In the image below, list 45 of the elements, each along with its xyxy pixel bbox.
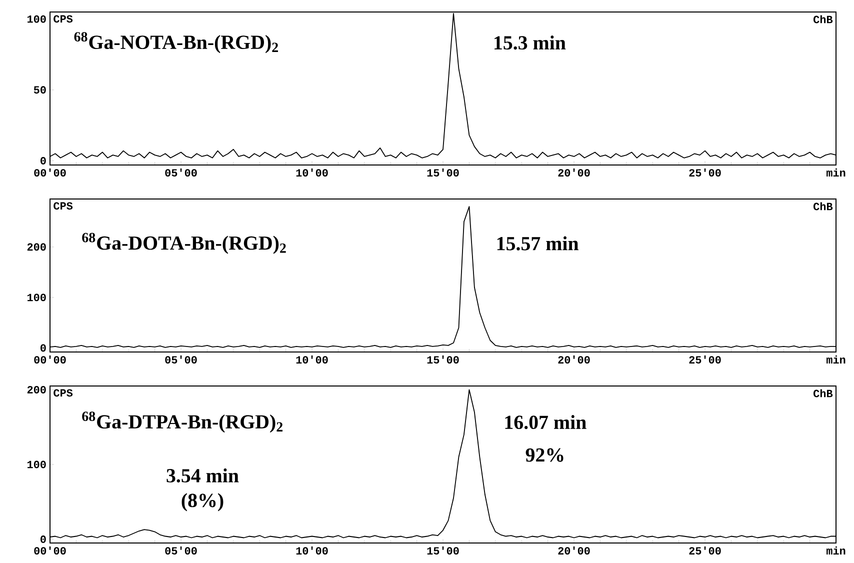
x-tick-label: 10'00: [296, 356, 328, 364]
y-tick-label: 0: [40, 536, 46, 543]
x-tick-label: 25'00: [689, 546, 721, 555]
y-axis-title: CPS: [54, 15, 73, 23]
x-tick-label: 05'00: [165, 546, 197, 555]
x-tick-label: 20'00: [558, 546, 590, 555]
annotation: 15.57 min: [497, 236, 579, 250]
x-tick-label: 25'00: [689, 168, 721, 177]
x-tick-label: 05'00: [165, 168, 197, 177]
annotation: ChB: [814, 15, 833, 24]
y-tick-label: 200: [27, 243, 46, 251]
x-tick-label: 00'00: [34, 546, 66, 555]
x-tick-label: 20'00: [558, 168, 590, 177]
y-axis-title: CPS: [54, 202, 73, 210]
annotation: ChB: [814, 202, 833, 210]
annotation: 3.54 min: [166, 468, 239, 483]
x-tick-label: 00'00: [34, 356, 66, 364]
x-tick-label: 15'00: [427, 168, 459, 177]
y-tick-label: 100: [27, 460, 46, 468]
x-tick-label: 10'00: [296, 168, 328, 177]
annotation: (8%): [182, 493, 224, 512]
x-tick-label: 25'00: [689, 356, 721, 364]
annotation: $^{68}$Ga-NOTA-Bn-(RGD)$_{2}$: [74, 32, 278, 54]
y-tick-label: 100: [27, 294, 46, 302]
x-tick-label: min: [826, 168, 846, 176]
y-tick-label: 200: [27, 386, 46, 394]
y-tick-label: 0: [40, 157, 46, 164]
x-tick-label: 15'00: [427, 546, 459, 555]
x-tick-label: min: [826, 356, 846, 364]
annotation: $^{68}$Ga-DOTA-Bn-(RGD)$_{2}$: [82, 232, 286, 254]
annotation: 16.07 min: [505, 415, 586, 430]
y-axis-title: CPS: [54, 389, 73, 397]
annotation: ChB: [814, 389, 833, 398]
annotation: 15.3 min: [494, 36, 566, 50]
x-tick-label: 15'00: [427, 356, 459, 364]
x-tick-label: 10'00: [296, 546, 328, 555]
annotation: $^{68}$Ga-DTPA-Bn-(RGD)$_{2}$: [82, 412, 283, 433]
x-tick-label: 05'00: [165, 356, 197, 364]
annotation: 92%: [526, 448, 564, 462]
y-tick-label: 100: [27, 15, 46, 23]
x-tick-label: 00'00: [34, 168, 66, 177]
x-tick-label: 20'00: [558, 356, 590, 364]
y-tick-label: 0: [40, 344, 46, 352]
y-tick-label: 50: [34, 86, 46, 94]
x-tick-label: min: [826, 546, 846, 554]
